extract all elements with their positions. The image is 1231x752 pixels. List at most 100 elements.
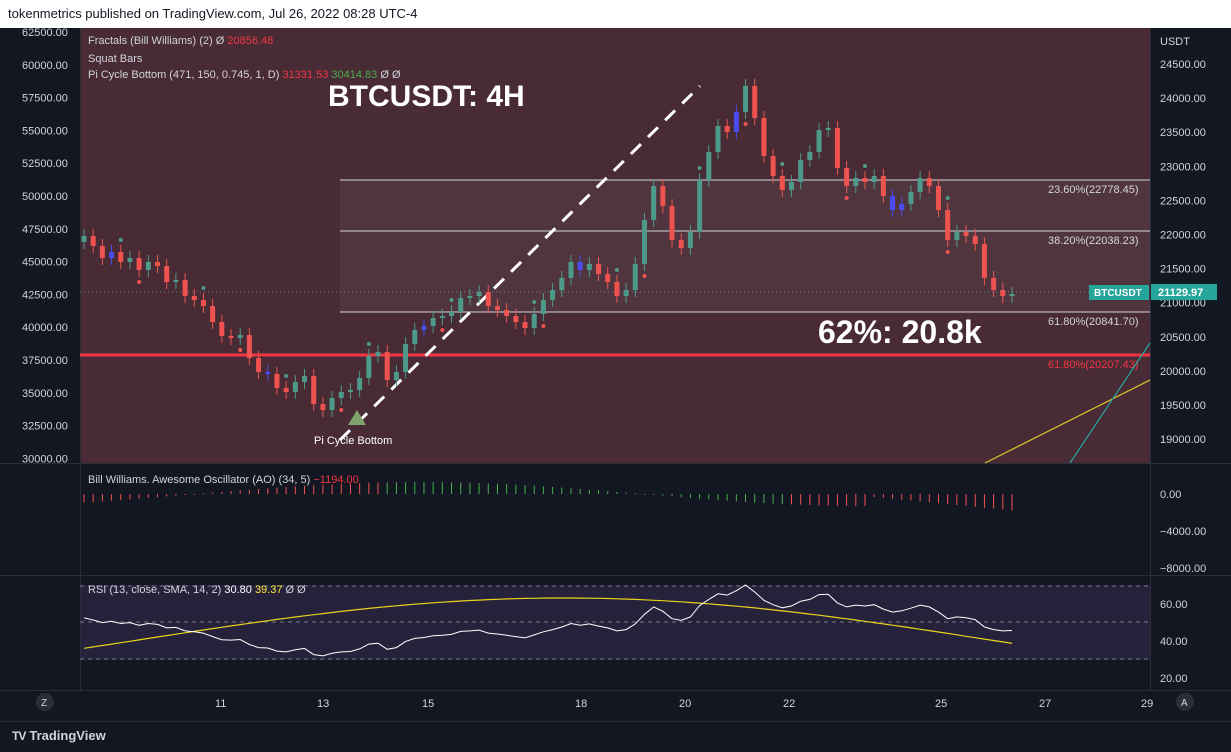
ao-bar xyxy=(441,482,443,494)
rsi-value-1: 30.80 xyxy=(224,584,252,596)
hide-icon[interactable]: Ø xyxy=(215,35,225,47)
fractal-down-marker xyxy=(238,348,243,352)
candle-body xyxy=(449,312,455,316)
left-axis-tick: 42500.00 xyxy=(22,289,68,301)
candle-body xyxy=(586,264,592,270)
ao-bar xyxy=(451,482,453,494)
candle-body xyxy=(522,322,528,328)
fractal-up-marker xyxy=(118,238,123,242)
candle-body xyxy=(191,296,197,300)
picycle-value-2: 30414.83 xyxy=(331,69,378,81)
candle-body xyxy=(550,290,556,300)
picycle-legend[interactable]: Pi Cycle Bottom (471, 150, 0.745, 1, D) … xyxy=(88,69,401,81)
candle-body xyxy=(210,306,216,322)
candle-body xyxy=(669,206,675,240)
ao-bar xyxy=(726,494,728,501)
candle-body xyxy=(596,264,602,274)
candle-body xyxy=(761,118,767,156)
candle-body xyxy=(733,112,739,132)
left-axis-tick: 47500.00 xyxy=(22,224,68,236)
candle-body xyxy=(347,390,353,392)
candle-body xyxy=(81,236,87,242)
candle-body xyxy=(899,204,905,210)
ao-bar xyxy=(212,492,214,494)
candle-body xyxy=(393,372,399,380)
ao-bar xyxy=(634,493,636,495)
ao-bar xyxy=(239,490,241,494)
ao-bar xyxy=(267,488,269,494)
left-axis-tick: 40000.00 xyxy=(22,322,68,334)
time-axis-tick: 18 xyxy=(575,698,587,710)
ao-bar xyxy=(202,493,204,495)
candle-body xyxy=(265,372,271,374)
price-chart[interactable]: 62500.00 60000.00 57500.00 55000.00 52500.00… xyxy=(0,28,1231,721)
candle-body xyxy=(145,262,151,270)
fib-level-label: 61.80%(20207.43) xyxy=(1048,359,1139,371)
fractal-up-marker xyxy=(366,342,371,346)
ao-legend[interactable]: Bill Williams. Awesome Oscillator (AO) (… xyxy=(88,474,359,486)
ao-bar xyxy=(846,494,848,506)
rsi-line xyxy=(83,584,1013,657)
candle-body xyxy=(706,152,712,180)
ao-bar xyxy=(836,494,838,506)
fib-level-label: 38.20%(22038.23) xyxy=(1048,235,1139,247)
brand-name: TradingView xyxy=(29,728,106,743)
ao-bar xyxy=(965,494,967,506)
ao-bar xyxy=(496,483,498,494)
candle-body xyxy=(770,156,776,176)
right-axis-tick: 19500.00 xyxy=(1160,400,1206,412)
ao-bar xyxy=(625,492,627,494)
fractal-down-marker xyxy=(945,250,950,254)
ao-bar xyxy=(781,494,783,504)
ao-bar xyxy=(717,494,719,501)
hide-icon[interactable]: Ø Ø xyxy=(380,69,401,81)
ao-bar xyxy=(653,494,655,495)
right-axis-tick: 23500.00 xyxy=(1160,127,1206,139)
trend-annotation-line xyxy=(338,84,702,442)
tv-logo-icon: TV xyxy=(12,729,26,743)
fractals-legend[interactable]: Fractals (Bill Williams) (2) Ø 20856.48 xyxy=(88,35,273,47)
ao-name: Bill Williams. Awesome Oscillator (AO) (… xyxy=(88,474,311,486)
ao-bar xyxy=(487,483,489,494)
ao-bar xyxy=(983,494,985,508)
fractal-up-marker xyxy=(201,286,206,290)
auto-scale-button[interactable] xyxy=(1176,693,1194,711)
price-band-highlight xyxy=(80,28,1150,463)
ao-bar xyxy=(230,491,232,494)
fractal-up-marker xyxy=(862,164,867,168)
ao-value: −1194.00 xyxy=(313,474,359,486)
fractal-up-marker xyxy=(284,374,289,378)
ao-bar xyxy=(680,494,682,498)
zoom-button[interactable] xyxy=(36,693,54,711)
candle-body xyxy=(256,358,262,372)
ao-bar xyxy=(138,494,140,499)
left-axis-tick: 50000.00 xyxy=(22,191,68,203)
ao-bar xyxy=(919,494,921,502)
candle-body xyxy=(182,280,188,296)
candle-body xyxy=(228,336,234,338)
candle-body xyxy=(660,186,666,206)
ao-bar xyxy=(818,494,820,506)
ao-bar xyxy=(671,494,673,497)
ao-bar xyxy=(129,494,131,500)
candle-body xyxy=(302,376,308,382)
squat-legend[interactable]: Squat Bars xyxy=(88,53,142,65)
tradingview-logo[interactable]: TV TradingView xyxy=(12,728,106,743)
candle-body xyxy=(412,330,418,344)
candle-body xyxy=(715,126,721,152)
candle-body xyxy=(237,335,243,338)
ao-bar xyxy=(928,494,930,503)
hide-icon[interactable]: Ø Ø xyxy=(285,584,306,596)
time-axis-tick: 27 xyxy=(1039,698,1051,710)
ao-bar xyxy=(542,486,544,494)
candle-body xyxy=(283,388,289,392)
ao-bar xyxy=(111,494,113,501)
ao-bar xyxy=(304,485,306,494)
candle-body xyxy=(403,344,409,372)
rsi-legend[interactable]: RSI (13, close, SMA, 14, 2) 30.80 39.37 … xyxy=(88,584,306,596)
ao-bar xyxy=(193,494,195,495)
candle-body xyxy=(687,232,693,248)
fractal-up-marker xyxy=(945,196,950,200)
ao-bar xyxy=(276,487,278,494)
ao-bar xyxy=(910,494,912,501)
